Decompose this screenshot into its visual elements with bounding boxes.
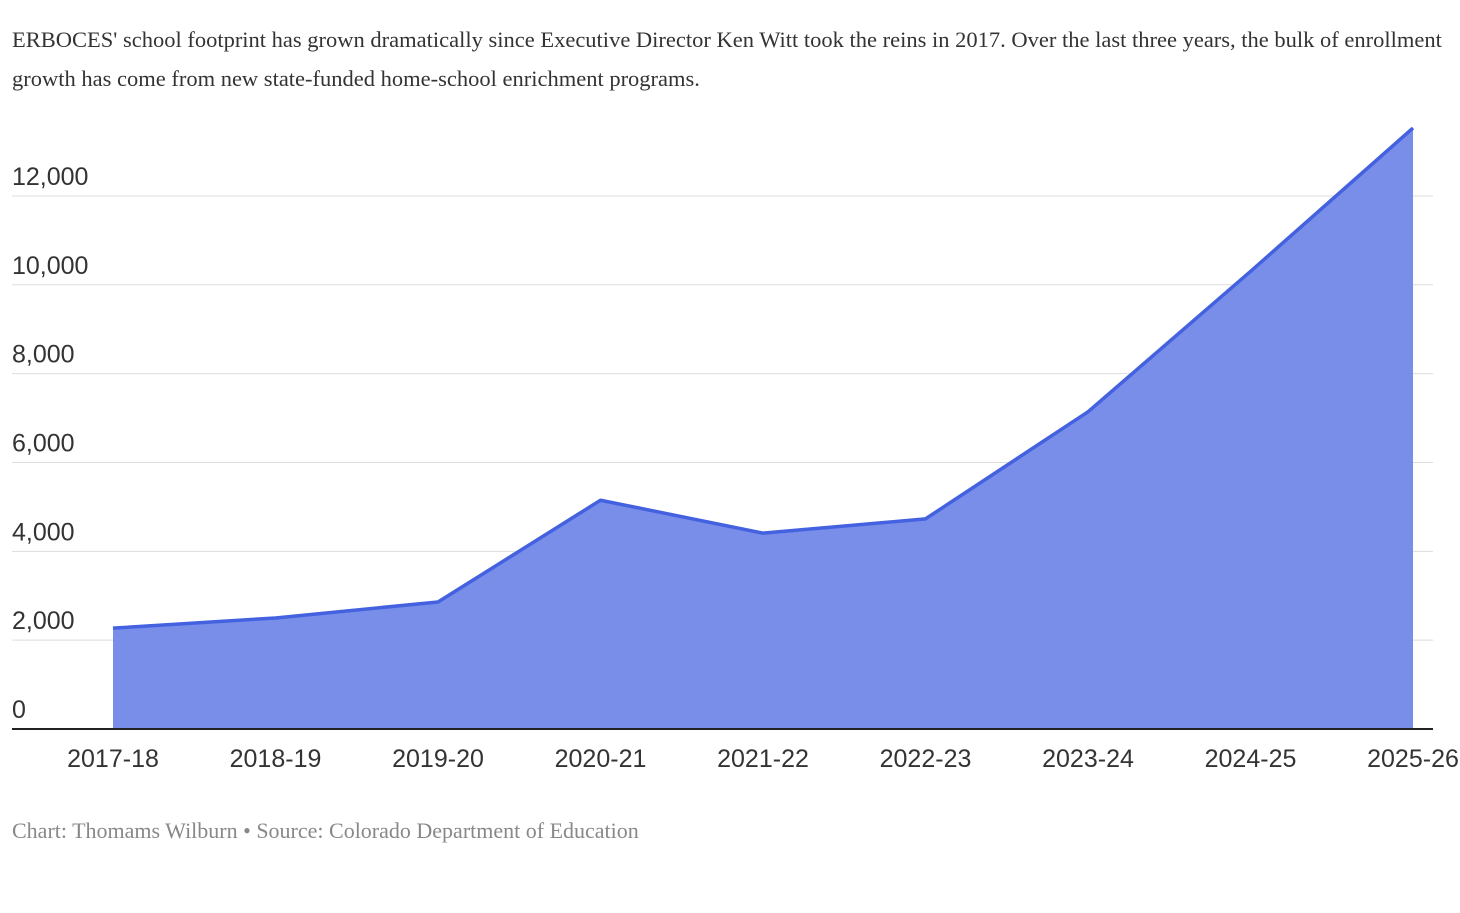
y-tick-label: 0 <box>12 696 26 724</box>
chart-caption: Chart: Thomams Wilburn • Source: Colorad… <box>12 818 639 843</box>
area <box>113 128 1413 729</box>
x-tick-label: 2019-20 <box>392 745 484 773</box>
x-tick-label: 2020-21 <box>555 745 647 773</box>
y-tick-label: 8,000 <box>12 341 75 369</box>
x-tick-label: 2025-26 <box>1367 745 1459 773</box>
x-tick-label: 2018-19 <box>230 745 322 773</box>
y-tick-label: 4,000 <box>12 518 75 546</box>
line <box>112 126 1415 630</box>
x-tick-label: 2024-25 <box>1205 745 1297 773</box>
x-tick-label: 2023-24 <box>1042 745 1134 773</box>
y-tick-label: 6,000 <box>12 429 75 457</box>
y-tick-label: 2,000 <box>12 607 75 635</box>
x-tick-label: 2021-22 <box>717 745 809 773</box>
chart: 0 2,000 4,000 6,000 8,000 10,000 12,000 2017-18… <box>12 126 1459 773</box>
y-tick-label: 10,000 <box>12 252 88 280</box>
y-tick-label: 12,000 <box>12 163 88 191</box>
chart-subtitle: ERBOCES' school footprint has grown dram… <box>12 27 1442 91</box>
x-tick-label: 2022-23 <box>880 745 972 773</box>
x-tick-label: 2017-18 <box>67 745 159 773</box>
